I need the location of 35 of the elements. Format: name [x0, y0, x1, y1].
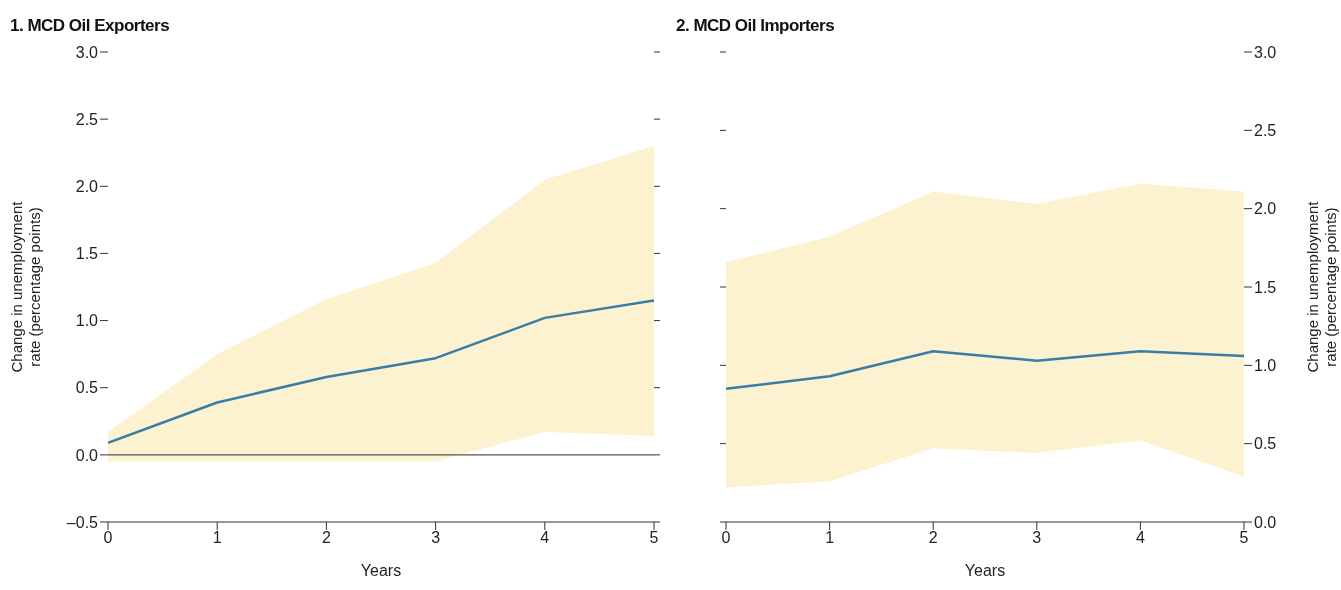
x-tick-label: 4: [1135, 529, 1145, 547]
y-tick-label: 1.0: [75, 312, 99, 330]
x-tick-label: 2: [321, 529, 331, 547]
x-tick-label: 0: [103, 529, 113, 547]
y-tick-label: –0.5: [66, 513, 99, 531]
x-axis-title: Years: [964, 562, 1006, 579]
y-tick-label: 0.0: [75, 446, 99, 464]
y2-tick-label: 2.0: [1254, 200, 1277, 218]
chart-title: 2. MCD Oil Importers: [676, 16, 835, 36]
y2-tick-label: 1.5: [1254, 278, 1277, 296]
x-tick-label: 1: [212, 529, 222, 547]
y-tick-label: 1.5: [75, 245, 99, 263]
x-tick-label: 5: [649, 529, 659, 547]
y-tick-label: 0.5: [75, 379, 99, 397]
y-tick-label: 2.5: [75, 110, 99, 128]
y2-tick-label: 0.5: [1254, 435, 1277, 453]
y-axis-title: Change in unemployment rate (percentage points): [8, 200, 43, 373]
x-tick-label: 0: [721, 529, 731, 547]
y-tick-label: 2.0: [75, 177, 99, 195]
line-series: [108, 299, 654, 445]
x-tick-label: 5: [1239, 529, 1249, 547]
x-axis-title: Years: [360, 562, 402, 579]
y2-tick-label: 3.0: [1254, 43, 1277, 61]
y2-tick-label: 2.5: [1254, 122, 1277, 140]
y2-tick-label: 0.0: [1254, 513, 1277, 531]
line-series: [726, 349, 1244, 391]
x-tick-label: 4: [540, 529, 550, 547]
y2-axis-title: Change in unemployment rate (percentage points): [1304, 200, 1339, 373]
x-tick-label: 3: [1032, 529, 1042, 547]
chart-title: 1. MCD Oil Exporters: [10, 16, 170, 36]
x-tick-label: 1: [825, 529, 835, 547]
x-tick-label: 2: [928, 529, 938, 547]
y-tick-label: 3.0: [75, 43, 99, 61]
y2-tick-label: 1.0: [1254, 357, 1277, 375]
x-tick-label: 3: [431, 529, 441, 547]
